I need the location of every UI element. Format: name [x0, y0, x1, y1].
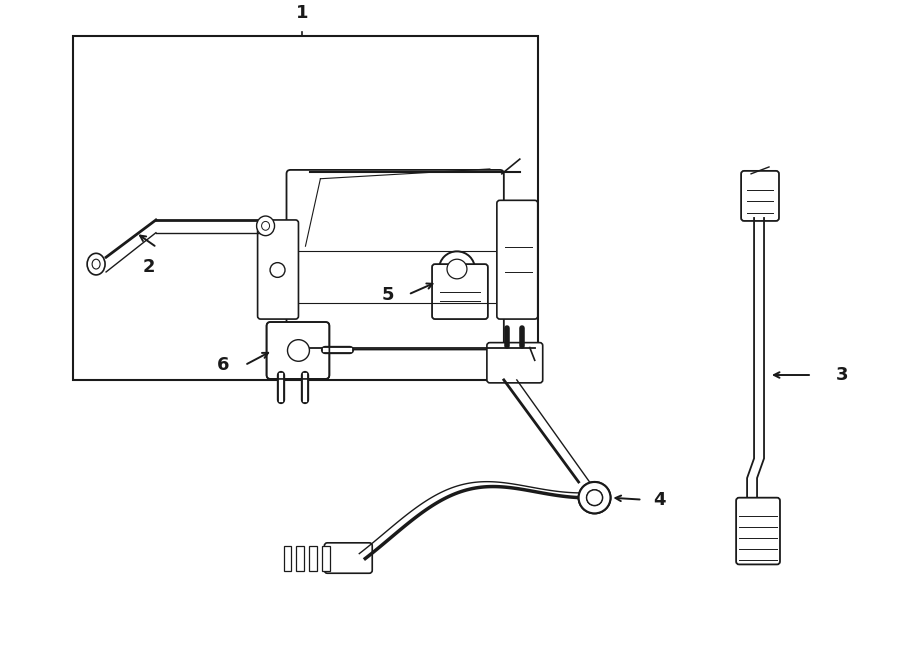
Ellipse shape — [579, 482, 610, 514]
Ellipse shape — [87, 253, 105, 275]
Bar — [310, 546, 318, 571]
FancyBboxPatch shape — [736, 498, 780, 564]
Text: 6: 6 — [217, 356, 229, 374]
Text: 1: 1 — [296, 4, 309, 22]
Bar — [296, 546, 304, 571]
Ellipse shape — [587, 490, 602, 506]
FancyBboxPatch shape — [487, 342, 543, 383]
FancyBboxPatch shape — [266, 322, 329, 379]
Text: 4: 4 — [653, 490, 666, 509]
FancyBboxPatch shape — [432, 264, 488, 319]
Text: 3: 3 — [835, 366, 848, 384]
Ellipse shape — [270, 262, 285, 278]
FancyBboxPatch shape — [286, 170, 504, 350]
Ellipse shape — [287, 340, 310, 362]
Ellipse shape — [579, 482, 610, 514]
Text: 5: 5 — [382, 286, 394, 303]
FancyBboxPatch shape — [257, 220, 299, 319]
FancyBboxPatch shape — [497, 200, 537, 319]
Bar — [73, 36, 537, 380]
Bar — [322, 546, 330, 571]
Bar — [284, 546, 292, 571]
Ellipse shape — [256, 216, 274, 236]
Text: 2: 2 — [143, 258, 155, 276]
Ellipse shape — [262, 221, 270, 230]
Ellipse shape — [587, 490, 602, 506]
Ellipse shape — [92, 259, 100, 269]
Ellipse shape — [439, 251, 475, 287]
Ellipse shape — [447, 259, 467, 279]
FancyBboxPatch shape — [741, 171, 779, 221]
FancyBboxPatch shape — [324, 543, 373, 573]
